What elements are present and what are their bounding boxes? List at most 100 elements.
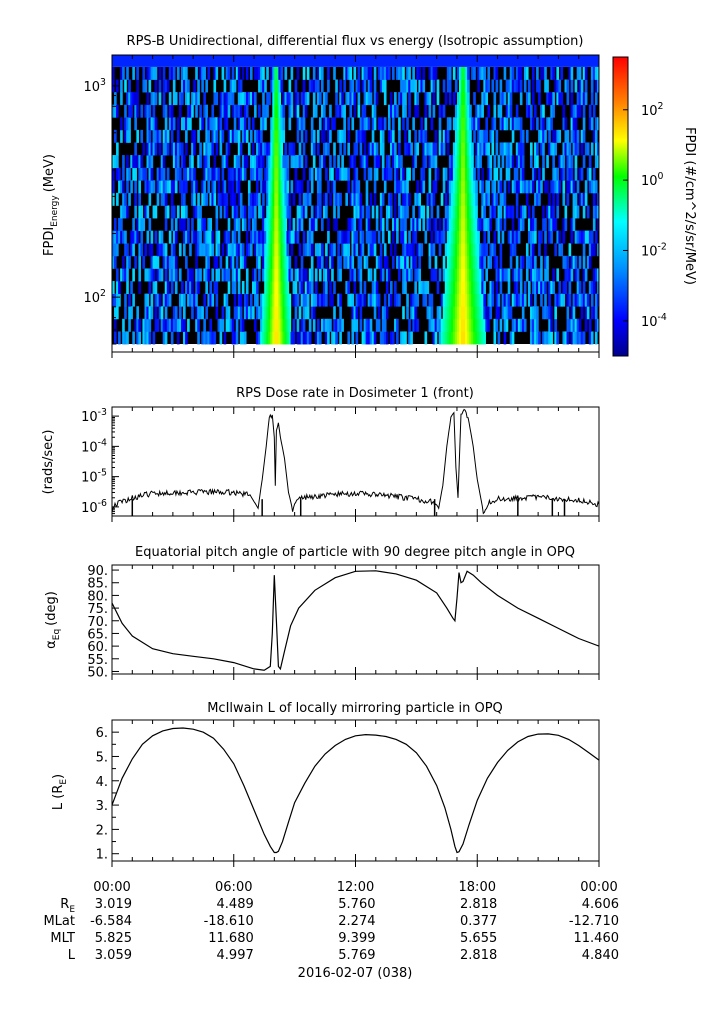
heat-cell <box>509 79 513 93</box>
heat-cell <box>174 281 178 295</box>
heat-cell <box>284 331 288 345</box>
heat-cell <box>126 129 129 143</box>
heat-cell <box>124 129 127 143</box>
heat-cell <box>394 281 397 295</box>
heat-cell <box>461 318 464 332</box>
heat-cell <box>353 167 357 181</box>
heat-cell <box>249 293 253 307</box>
heat-cell <box>446 142 450 156</box>
heat-cell <box>438 117 442 131</box>
heat-cell <box>144 243 148 257</box>
heat-cell <box>566 331 570 345</box>
heat-cell <box>327 129 330 143</box>
heat-cell <box>180 281 184 295</box>
heat-cell <box>469 180 472 194</box>
heat-cell <box>473 66 476 80</box>
heat-cell <box>276 142 279 156</box>
heat-cell <box>237 281 241 295</box>
heat-cell <box>180 318 184 332</box>
heat-cell <box>469 155 472 169</box>
heat-cell <box>369 79 373 93</box>
heat-cell <box>241 218 245 232</box>
heat-cell <box>434 331 438 345</box>
heat-cell <box>540 104 543 118</box>
heat-cell <box>406 66 409 80</box>
heat-cell <box>284 92 288 106</box>
heat-cell <box>197 318 200 332</box>
heat-cell <box>596 155 599 169</box>
heat-cell <box>280 218 284 232</box>
heat-cell <box>398 66 401 80</box>
heat-cell <box>450 180 454 194</box>
heat-cell <box>272 117 275 131</box>
heat-cell <box>406 180 409 194</box>
heat-cell <box>268 331 271 345</box>
heat-cell <box>513 79 517 93</box>
heat-cell <box>203 66 206 80</box>
heat-cell <box>351 243 355 257</box>
heat-cell <box>475 192 478 206</box>
heat-cell <box>359 318 363 332</box>
spectrogram-y-label-main: FPDI <box>42 227 57 256</box>
heat-cell <box>454 306 458 320</box>
heat-cell <box>316 243 320 257</box>
heat-cell <box>515 142 519 156</box>
heat-cell <box>377 155 381 169</box>
heat-cell <box>536 66 539 80</box>
heat-cell <box>284 205 288 219</box>
heat-cell <box>325 92 328 106</box>
heat-cell <box>540 255 543 269</box>
heat-cell <box>416 218 420 232</box>
heat-cell <box>292 218 296 232</box>
heat-cell <box>339 318 342 332</box>
heat-cell <box>166 167 170 181</box>
heat-cell <box>276 129 279 143</box>
heat-cell <box>290 104 294 118</box>
heat-cell <box>394 243 397 257</box>
heat-cell <box>452 218 456 232</box>
heat-cell <box>235 331 239 345</box>
heat-cell <box>276 117 279 131</box>
heat-cell <box>276 318 279 332</box>
heat-cell <box>554 318 557 332</box>
heat-cell <box>249 129 253 143</box>
heat-cell <box>505 167 509 181</box>
heat-cell <box>412 318 415 332</box>
heat-cell <box>404 281 407 295</box>
heat-cell <box>353 180 357 194</box>
heat-cell <box>592 192 596 206</box>
heat-cell <box>172 230 176 244</box>
heat-cell <box>288 268 292 282</box>
heat-cell <box>239 255 243 269</box>
heat-cell <box>258 268 261 282</box>
heat-cell <box>227 92 231 106</box>
heat-cell <box>268 92 271 106</box>
heat-cell <box>544 66 547 80</box>
heat-cell <box>396 318 399 332</box>
heat-cell <box>461 268 464 282</box>
heat-cell <box>300 92 304 106</box>
heat-cell <box>483 255 486 269</box>
heat-cell <box>465 318 468 332</box>
heat-cell <box>233 155 237 169</box>
heat-cell <box>160 155 164 169</box>
heat-cell <box>162 79 166 93</box>
heat-cell <box>272 205 275 219</box>
heat-cell <box>454 243 458 257</box>
heat-cell <box>363 117 367 131</box>
heat-cell <box>373 66 377 80</box>
heat-cell <box>278 281 282 295</box>
heat-cell <box>231 331 235 345</box>
heat-cell <box>237 243 241 257</box>
heat-cell <box>116 104 119 118</box>
heat-cell <box>481 243 484 257</box>
heat-cell <box>260 306 263 320</box>
heat-cell <box>465 180 468 194</box>
heat-cell <box>199 230 202 244</box>
heat-cell <box>296 180 300 194</box>
pitch-y-label-sub: Eq <box>52 629 62 640</box>
heat-cell <box>381 230 385 244</box>
heat-cell <box>402 104 405 118</box>
heat-cell <box>379 205 383 219</box>
heat-cell <box>515 66 519 80</box>
